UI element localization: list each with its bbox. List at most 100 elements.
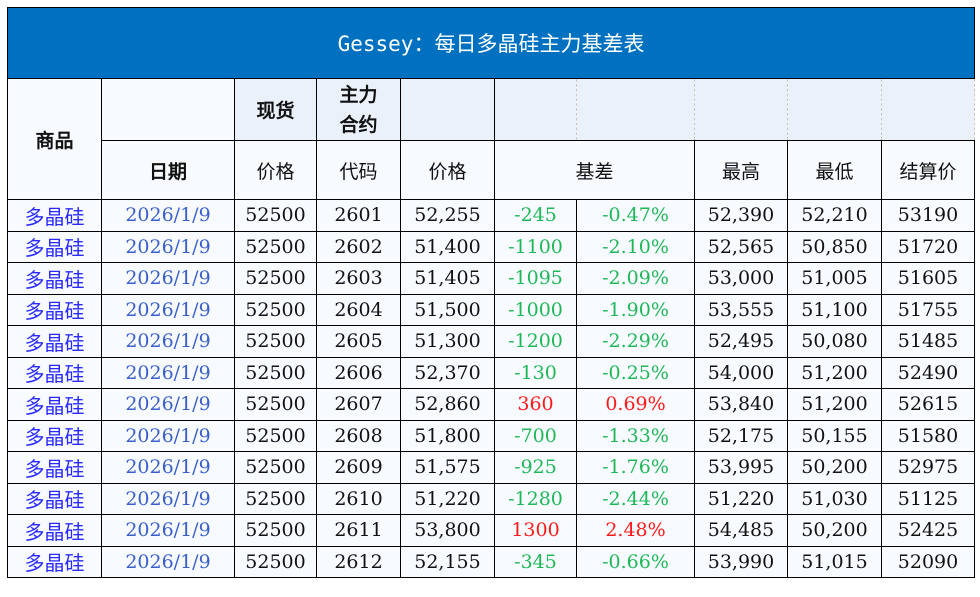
- cell-spot: 52500: [234, 199, 317, 232]
- cell-low: 51,005: [787, 262, 882, 295]
- cell-basis: -1095: [494, 262, 577, 295]
- cell-price: 52,370: [400, 356, 495, 389]
- header-blank: [494, 78, 577, 141]
- cell-code: 2601: [316, 199, 401, 232]
- cell-spot: 52500: [234, 262, 317, 295]
- cell-basis: -925: [494, 451, 577, 484]
- cell-product: 多晶硅: [7, 325, 102, 358]
- table-row: 多晶硅 2026/1/9 52500 2604 51,500 -1000 -1.90% 53,…: [7, 293, 976, 326]
- cell-basis-pct: -1.33%: [576, 419, 695, 452]
- cell-code: 2606: [316, 356, 401, 389]
- header-spot-price: 价格: [234, 140, 317, 200]
- header-settle: 结算价: [880, 140, 976, 200]
- table-body: 多晶硅 2026/1/9 52500 2601 52,255 -245 -0.47% 52,3…: [7, 199, 976, 578]
- cell-spot: 52500: [234, 388, 317, 421]
- header-low: 最低: [787, 140, 882, 200]
- cell-product: 多晶硅: [7, 419, 102, 452]
- cell-high: 54,000: [694, 356, 788, 389]
- cell-low: 52,210: [787, 199, 882, 232]
- cell-settle: 52090: [880, 545, 976, 578]
- cell-code: 2611: [316, 514, 401, 547]
- cell-code: 2602: [316, 230, 401, 263]
- table-row: 多晶硅 2026/1/9 52500 2606 52,370 -130 -0.25% 54,0…: [7, 356, 976, 389]
- cell-high: 52,565: [694, 230, 788, 263]
- cell-basis-pct: 2.48%: [576, 514, 695, 547]
- cell-basis-pct: 0.69%: [576, 388, 695, 421]
- table-row: 多晶硅 2026/1/9 52500 2610 51,220 -1280 -2.44% 51,…: [7, 482, 976, 515]
- header-high: 最高: [694, 140, 788, 200]
- header-blank: [576, 78, 695, 141]
- cell-price: 52,860: [400, 388, 495, 421]
- cell-date: 2026/1/9: [101, 199, 235, 232]
- cell-product: 多晶硅: [7, 482, 102, 515]
- cell-product: 多晶硅: [7, 356, 102, 389]
- cell-code: 2604: [316, 293, 401, 326]
- cell-spot: 52500: [234, 325, 317, 358]
- header-main-contract: 主力合约: [316, 78, 401, 141]
- cell-basis-pct: -2.44%: [576, 482, 695, 515]
- cell-product: 多晶硅: [7, 262, 102, 295]
- cell-low: 51,030: [787, 482, 882, 515]
- cell-code: 2603: [316, 262, 401, 295]
- cell-price: 53,800: [400, 514, 495, 547]
- cell-spot: 52500: [234, 451, 317, 484]
- header-product: 商品: [7, 78, 102, 200]
- header-contract-code: 代码: [316, 140, 401, 200]
- cell-product: 多晶硅: [7, 230, 102, 263]
- cell-date: 2026/1/9: [101, 325, 235, 358]
- cell-price: 51,800: [400, 419, 495, 452]
- cell-basis: -1200: [494, 325, 577, 358]
- cell-high: 52,495: [694, 325, 788, 358]
- cell-basis: -130: [494, 356, 577, 389]
- cell-date: 2026/1/9: [101, 230, 235, 263]
- cell-date: 2026/1/9: [101, 545, 235, 578]
- cell-spot: 52500: [234, 514, 317, 547]
- cell-product: 多晶硅: [7, 293, 102, 326]
- cell-date: 2026/1/9: [101, 388, 235, 421]
- cell-basis: -245: [494, 199, 577, 232]
- cell-low: 50,200: [787, 451, 882, 484]
- cell-code: 2612: [316, 545, 401, 578]
- cell-high: 53,840: [694, 388, 788, 421]
- cell-spot: 52500: [234, 293, 317, 326]
- cell-settle: 52975: [880, 451, 976, 484]
- header-blank: [400, 78, 495, 141]
- header-blank: [880, 78, 976, 141]
- cell-product: 多晶硅: [7, 514, 102, 547]
- cell-basis-pct: -2.10%: [576, 230, 695, 263]
- cell-low: 50,200: [787, 514, 882, 547]
- table-row: 多晶硅 2026/1/9 52500 2612 52,155 -345 -0.66% 53,9…: [7, 545, 976, 578]
- cell-low: 50,155: [787, 419, 882, 452]
- cell-basis: 1300: [494, 514, 577, 547]
- table-row: 多晶硅 2026/1/9 52500 2607 52,860 360 0.69% 53,840…: [7, 388, 976, 421]
- cell-spot: 52500: [234, 482, 317, 515]
- header-spot: 现货: [234, 78, 317, 141]
- cell-settle: 51580: [880, 419, 976, 452]
- header-date: 日期: [101, 140, 235, 200]
- cell-price: 51,500: [400, 293, 495, 326]
- header-basis: 基差: [494, 140, 695, 200]
- header-blank: [101, 78, 235, 141]
- cell-settle: 52425: [880, 514, 976, 547]
- cell-high: 53,000: [694, 262, 788, 295]
- cell-date: 2026/1/9: [101, 451, 235, 484]
- cell-basis-pct: -1.76%: [576, 451, 695, 484]
- cell-code: 2608: [316, 419, 401, 452]
- cell-date: 2026/1/9: [101, 293, 235, 326]
- cell-settle: 51720: [880, 230, 976, 263]
- cell-basis: -1280: [494, 482, 577, 515]
- cell-date: 2026/1/9: [101, 482, 235, 515]
- cell-low: 51,200: [787, 356, 882, 389]
- table-row: 多晶硅 2026/1/9 52500 2611 53,800 1300 2.48% 54,48…: [7, 514, 976, 547]
- cell-code: 2607: [316, 388, 401, 421]
- cell-high: 53,555: [694, 293, 788, 326]
- cell-basis-pct: -2.09%: [576, 262, 695, 295]
- cell-product: 多晶硅: [7, 199, 102, 232]
- cell-settle: 51605: [880, 262, 976, 295]
- cell-price: 51,300: [400, 325, 495, 358]
- cell-code: 2609: [316, 451, 401, 484]
- cell-basis-pct: -2.29%: [576, 325, 695, 358]
- header-blank: [787, 78, 882, 141]
- cell-price: 52,255: [400, 199, 495, 232]
- cell-high: 53,990: [694, 545, 788, 578]
